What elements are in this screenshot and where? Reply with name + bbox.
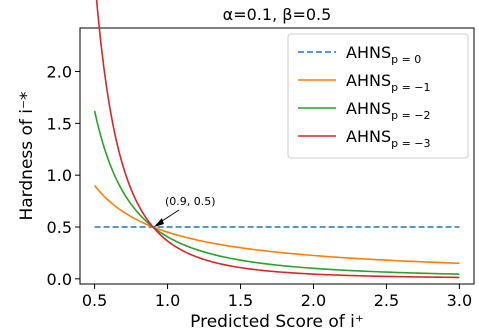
legend-box xyxy=(287,33,469,159)
y-tick-label: 1.0 xyxy=(47,166,72,185)
legend-subscript: p = −1 xyxy=(391,81,430,94)
annotation-label: (0.9, 0.5) xyxy=(165,195,216,208)
series-lines xyxy=(93,0,460,279)
y-tick-label: 1.5 xyxy=(47,114,72,133)
plot-frame xyxy=(79,27,475,285)
x-axis-ticks: 0.5 1.0 1.5 2.0 2.5 3.0 xyxy=(82,284,472,310)
legend-subscript: p = −2 xyxy=(391,109,430,122)
y-tick-label: 2.0 xyxy=(47,63,72,82)
x-tick-label: 1.0 xyxy=(155,291,180,310)
legend-subscript: p = 0 xyxy=(391,53,421,66)
y-tick-label: 0.0 xyxy=(47,270,72,289)
x-tick-label: 1.5 xyxy=(228,291,253,310)
legend-subscript: p = −3 xyxy=(391,137,430,150)
y-axis-label: Hardness of i⁻* xyxy=(17,91,37,220)
y-axis-ticks: 0.0 0.5 1.0 1.5 2.0 xyxy=(47,63,80,289)
x-axis-label: Predicted Score of i⁺ xyxy=(190,312,364,332)
x-tick-label: 0.5 xyxy=(82,291,107,310)
series-line xyxy=(95,0,460,279)
annotation-arrowhead xyxy=(153,217,164,227)
x-tick-label: 2.0 xyxy=(301,291,326,310)
y-tick-label: 0.5 xyxy=(47,218,72,237)
chart-title: α=0.1, β=0.5 xyxy=(223,5,332,24)
x-tick-label: 2.5 xyxy=(374,291,399,310)
annotation: (0.9, 0.5) xyxy=(153,195,216,227)
x-tick-label: 3.0 xyxy=(447,291,472,310)
